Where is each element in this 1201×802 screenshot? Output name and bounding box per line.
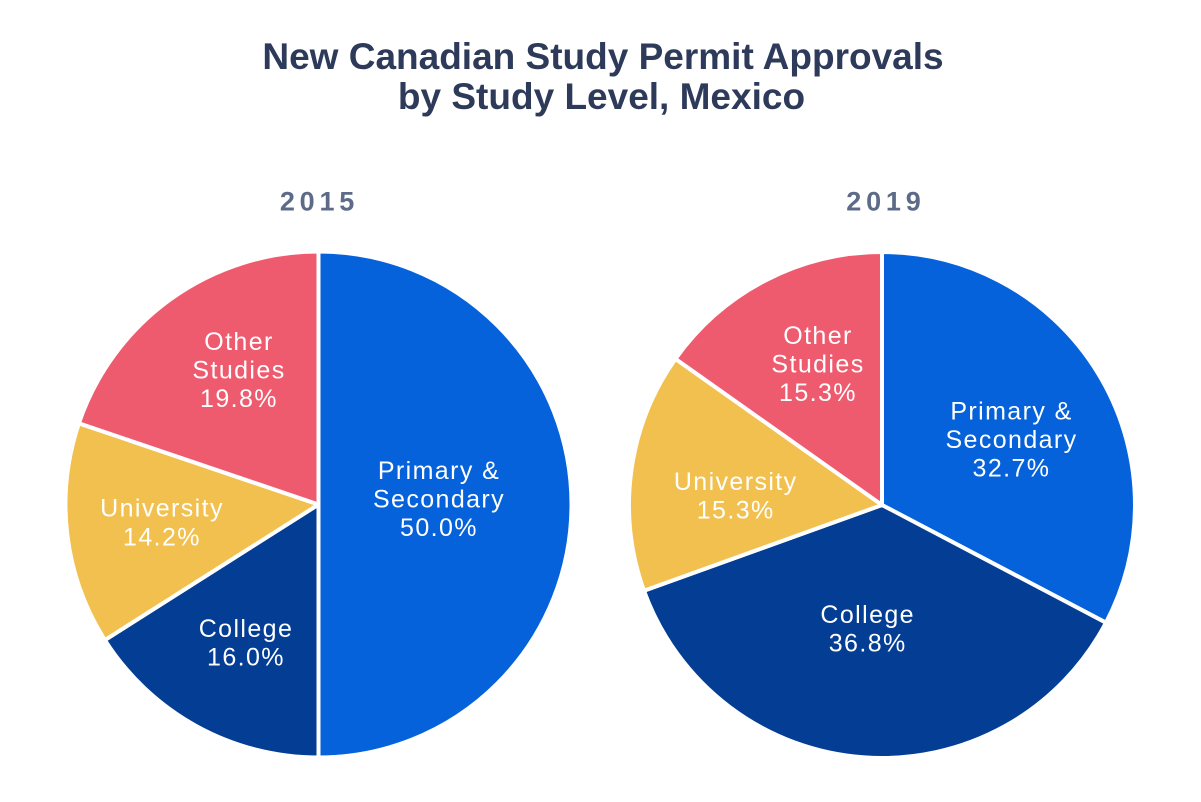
svg-text:15.3%: 15.3% xyxy=(697,497,775,525)
svg-text:Primary &: Primary & xyxy=(378,457,500,485)
svg-text:Studies: Studies xyxy=(192,357,285,385)
svg-text:New Canadian Study Permit Appr: New Canadian Study Permit Approvals xyxy=(262,36,943,77)
svg-text:University: University xyxy=(100,495,224,523)
svg-text:Secondary: Secondary xyxy=(373,486,505,514)
svg-text:19.8%: 19.8% xyxy=(200,385,278,413)
svg-text:Other: Other xyxy=(783,322,853,350)
svg-text:Primary &: Primary & xyxy=(950,398,1072,426)
svg-text:16.0%: 16.0% xyxy=(207,643,285,671)
svg-text:14.2%: 14.2% xyxy=(123,523,201,551)
svg-text:2015: 2015 xyxy=(280,187,359,217)
svg-text:2019: 2019 xyxy=(846,187,925,217)
svg-text:by Study Level, Mexico: by Study Level, Mexico xyxy=(398,76,805,117)
svg-text:32.7%: 32.7% xyxy=(973,455,1051,483)
svg-text:36.8%: 36.8% xyxy=(829,630,907,658)
svg-text:College: College xyxy=(199,615,294,643)
svg-text:Other: Other xyxy=(204,328,274,356)
svg-text:Studies: Studies xyxy=(771,351,864,379)
svg-text:50.0%: 50.0% xyxy=(400,514,478,542)
svg-text:University: University xyxy=(674,468,798,496)
svg-text:Secondary: Secondary xyxy=(945,426,1077,454)
svg-text:15.3%: 15.3% xyxy=(779,379,857,407)
svg-text:College: College xyxy=(820,601,915,629)
